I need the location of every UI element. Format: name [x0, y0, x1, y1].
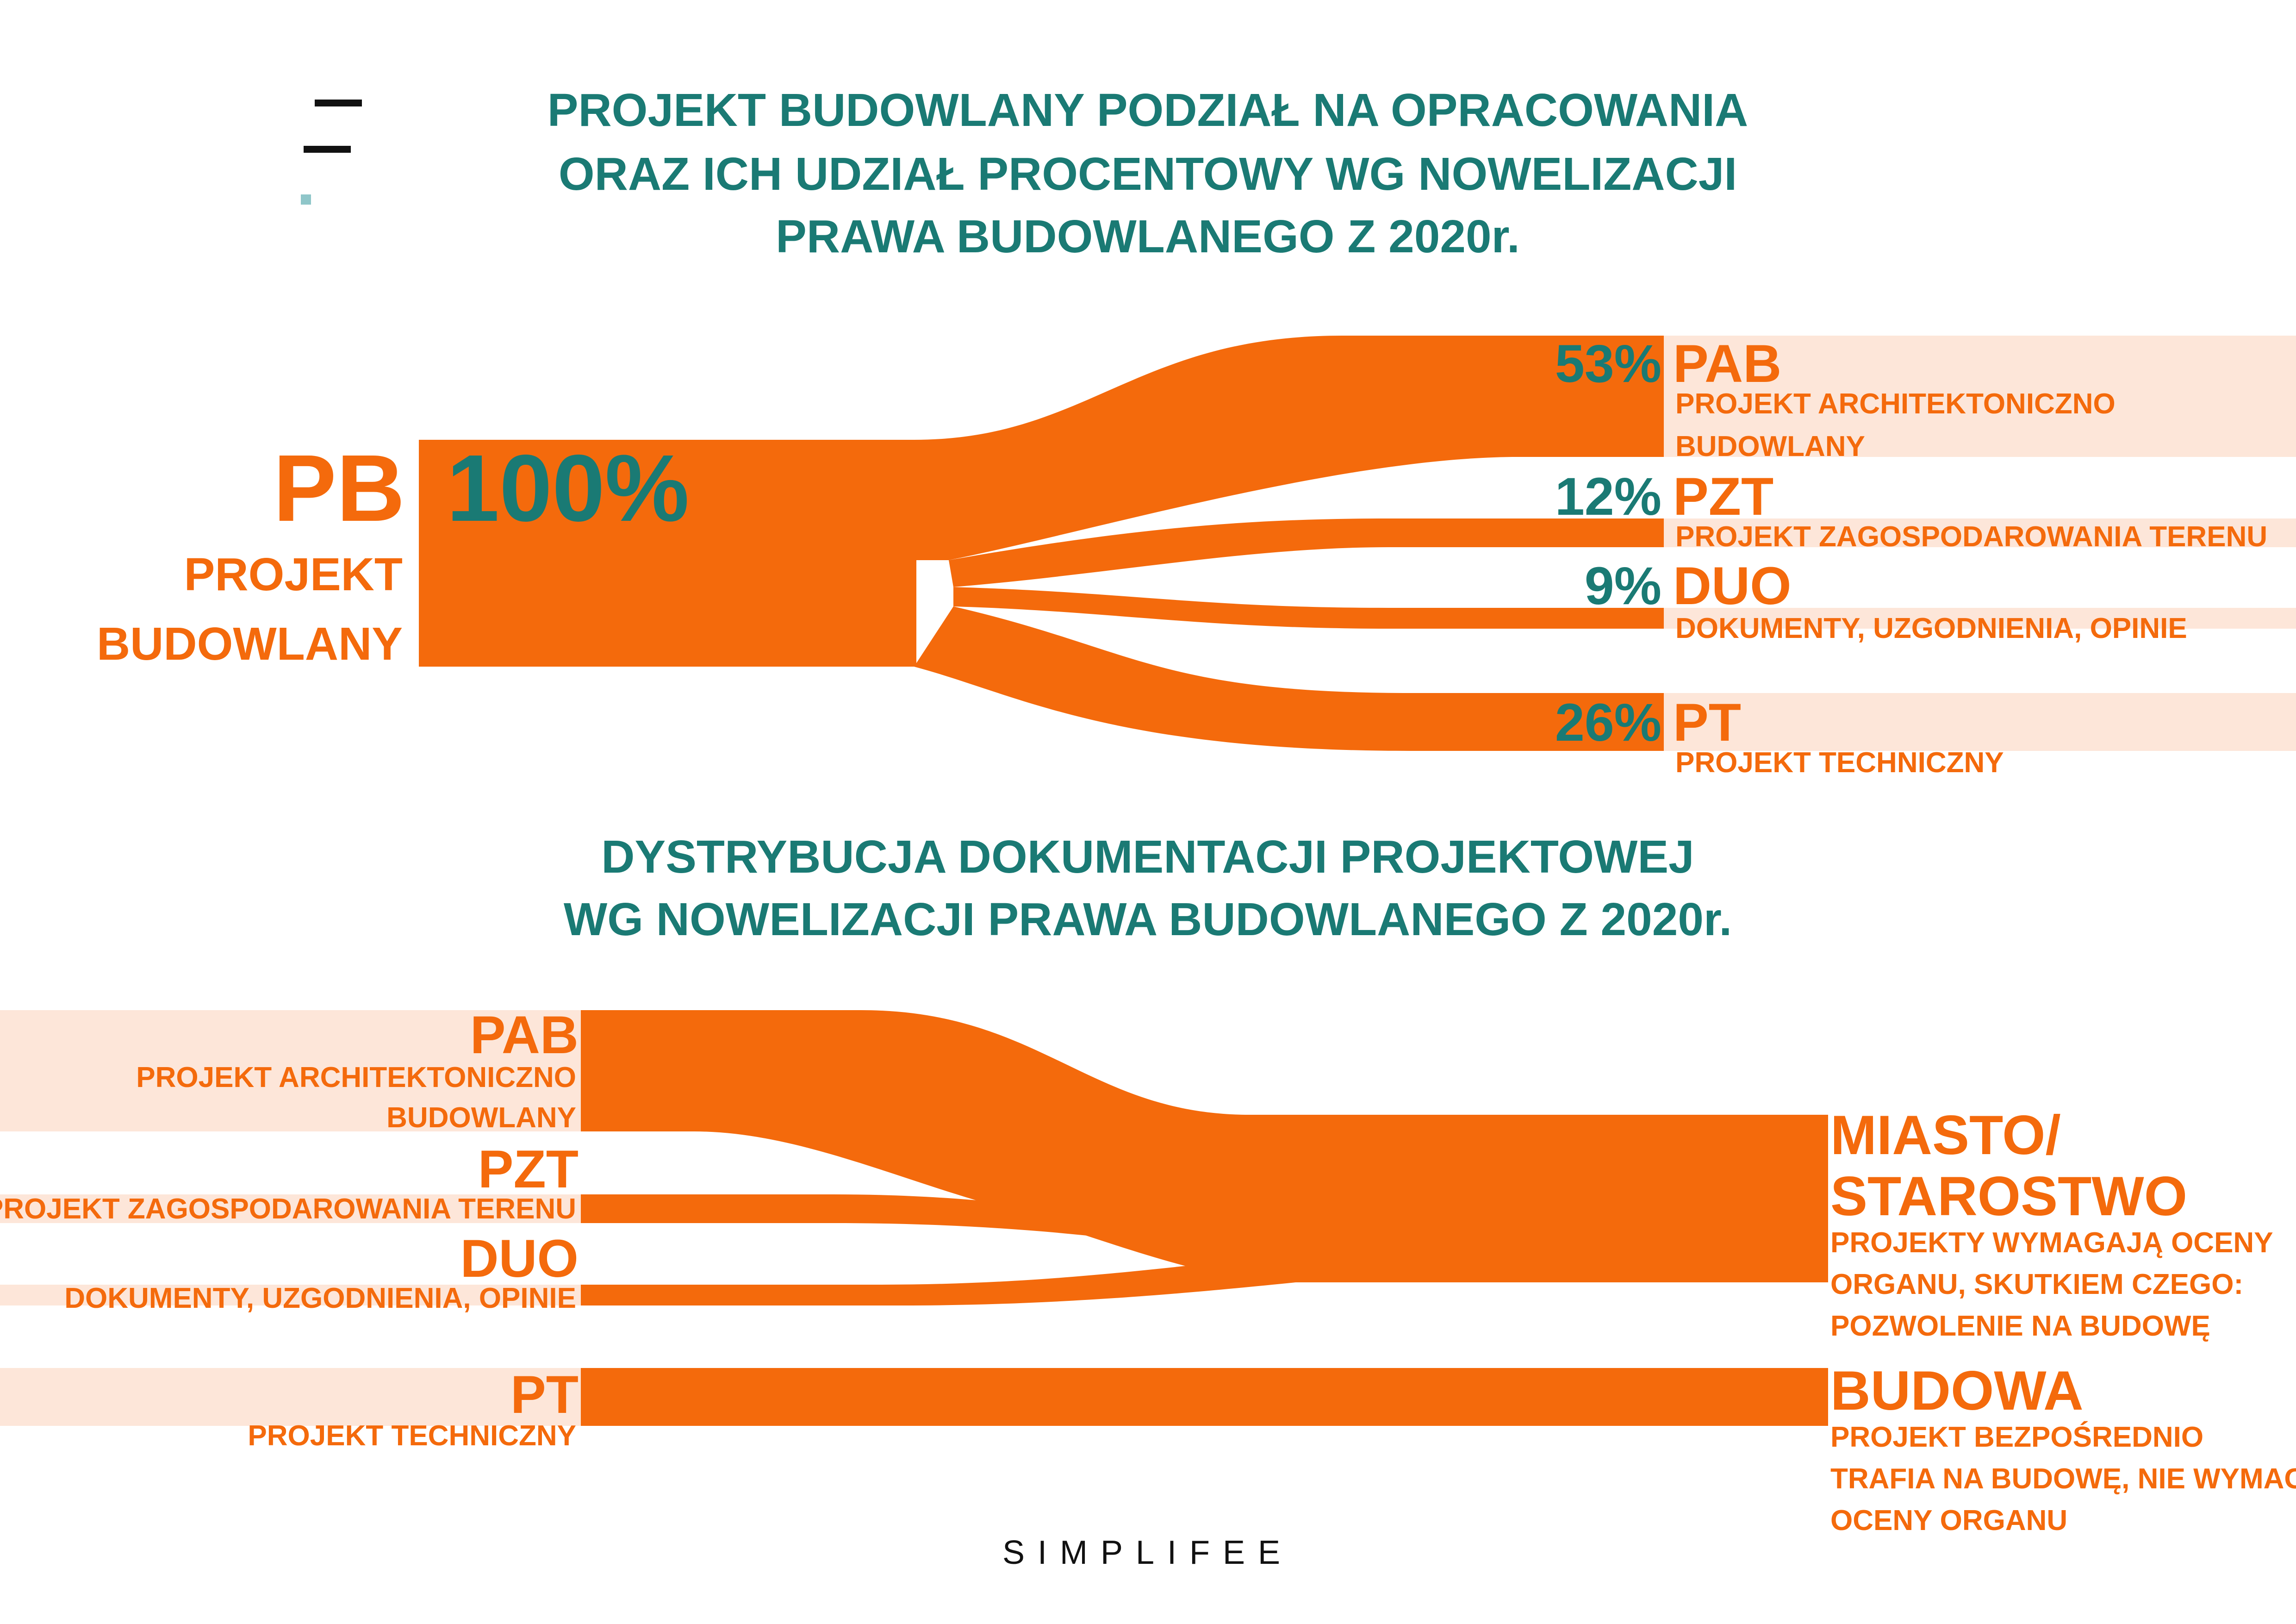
- part-pt-percent: 26%: [1555, 693, 1661, 752]
- band-duo: [1664, 608, 2296, 629]
- flow-pb-pab: [914, 336, 1664, 560]
- dest-miasto-desc-1: PROJEKTY WYMAGAJĄ OCENY: [1830, 1227, 2273, 1259]
- part-pzt: 12% PZT PROJEKT ZAGOSPODAROWANIA TERENU: [1555, 467, 2267, 553]
- band2-duo: [0, 1285, 581, 1305]
- title-2: DYSTRYBUCJA DOKUMENTACJI PROJEKTOWEJ WG …: [564, 831, 1732, 945]
- src2-pab-code: PAB: [470, 1006, 579, 1065]
- flow2-pab-miasto: [581, 1010, 1828, 1282]
- flow-pb-pt: [914, 606, 1664, 751]
- src2-pzt-code: PZT: [478, 1140, 579, 1199]
- src2-pab-desc-1: PROJEKT ARCHITEKTONICZNO: [136, 1062, 576, 1093]
- title-1: PROJEKT BUDOWLANY PODZIAŁ NA OPRACOWANIA…: [548, 84, 1748, 262]
- part-duo-percent: 9%: [1585, 556, 1661, 616]
- dest-miasto-title-2: STAROSTWO: [1830, 1165, 2187, 1227]
- brand-wordmark: SIMPLIFEE: [1002, 1534, 1293, 1571]
- src2-pt-desc-1: PROJEKT TECHNICZNY: [248, 1420, 576, 1452]
- src2-pt-code: PT: [510, 1365, 579, 1424]
- part-duo: 9% DUO DOKUMENTY, UZGODNIENIA, OPINIE: [1585, 556, 2187, 644]
- band-pzt: [1664, 518, 2296, 547]
- flow2-pt-budowa: [581, 1368, 1828, 1426]
- part-pab-code: PAB: [1673, 334, 1781, 394]
- dest-miasto-desc-2: ORGANU, SKUTKIEM CZEGO:: [1830, 1268, 2243, 1300]
- source-code: PB: [273, 435, 405, 541]
- dest-budowa-desc-1: PROJEKT BEZPOŚREDNIO: [1830, 1421, 2203, 1453]
- band-pab: [1664, 336, 2296, 457]
- part-duo-code: DUO: [1673, 556, 1792, 616]
- source-name-line-1: PROJEKT: [184, 549, 403, 600]
- src2-pab: PAB PROJEKT ARCHITEKTONICZNO BUDOWLANY: [136, 1006, 579, 1134]
- part-pab: 53% PAB PROJEKT ARCHITEKTONICZNO BUDOWLA…: [1555, 334, 2116, 462]
- band-pt: [1664, 693, 2296, 751]
- title-2-line-2: WG NOWELIZACJI PRAWA BUDOWLANEGO Z 2020r…: [564, 893, 1732, 945]
- dest-budowa-desc-3: OCENY ORGANU: [1830, 1505, 2067, 1537]
- part-pab-desc-1: PROJEKT ARCHITEKTONICZNO: [1675, 388, 2116, 420]
- src2-duo: DUO DOKUMENTY, UZGODNIENIA, OPINIE: [64, 1229, 579, 1314]
- dest-budowa-desc-2: TRAFIA NA BUDOWĘ, NIE WYMAGA: [1830, 1463, 2296, 1495]
- src2-duo-desc-1: DOKUMENTY, UZGODNIENIA, OPINIE: [64, 1282, 576, 1314]
- part-pzt-code: PZT: [1673, 467, 1773, 526]
- flow2-pzt-miasto: [581, 1194, 1296, 1266]
- band2-pzt: [0, 1194, 581, 1223]
- dest-budowa-title-1: BUDOWA: [1830, 1360, 2084, 1422]
- src2-pzt-desc-1: PROJEKT ZAGOSPODAROWANIA TERENU: [0, 1193, 576, 1225]
- part-pzt-desc-1: PROJEKT ZAGOSPODAROWANIA TERENU: [1675, 521, 2267, 553]
- src2-pzt: PZT PROJEKT ZAGOSPODAROWANIA TERENU: [0, 1140, 579, 1225]
- flow-pb-pzt: [949, 518, 1664, 587]
- source-name-line-2: BUDOWLANY: [97, 618, 403, 670]
- part-pab-percent: 53%: [1555, 334, 1661, 394]
- dest-miasto-desc-3: POZWOLENIE NA BUDOWĘ: [1830, 1310, 2210, 1342]
- part-pt: 26% PT PROJEKT TECHNICZNY: [1555, 693, 2004, 779]
- part-pzt-percent: 12%: [1555, 467, 1661, 526]
- src2-pt: PT PROJEKT TECHNICZNY: [248, 1365, 579, 1452]
- source-percent: 100%: [447, 435, 689, 541]
- part-pt-desc-1: PROJEKT TECHNICZNY: [1675, 747, 2004, 779]
- band2-pt: [0, 1368, 581, 1426]
- flow-pb-duo: [953, 587, 1664, 629]
- band2-pab: [0, 1010, 581, 1131]
- src2-pab-desc-2: BUDOWLANY: [386, 1102, 576, 1134]
- title-1-line-2: ORAZ ICH UDZIAŁ PROCENTOWY WG NOWELIZACJ…: [559, 148, 1737, 200]
- title-1-line-3: PRAWA BUDOWLANEGO Z 2020r.: [776, 211, 1520, 262]
- pb-source-bar: [419, 440, 916, 667]
- dest-miasto-title-1: MIASTO/: [1830, 1104, 2061, 1166]
- dest-budowa: BUDOWA PROJEKT BEZPOŚREDNIO TRAFIA NA BU…: [1830, 1360, 2296, 1537]
- src2-duo-code: DUO: [460, 1229, 579, 1288]
- part-pt-code: PT: [1673, 693, 1741, 752]
- title-1-line-1: PROJEKT BUDOWLANY PODZIAŁ NA OPRACOWANIA: [548, 84, 1748, 136]
- title-2-line-1: DYSTRYBUCJA DOKUMENTACJI PROJEKTOWEJ: [601, 831, 1694, 883]
- part-pab-desc-2: BUDOWLANY: [1675, 431, 1865, 462]
- dest-miasto: MIASTO/ STAROSTWO PROJEKTY WYMAGAJĄ OCEN…: [1830, 1104, 2273, 1342]
- flow2-duo-miasto: [581, 1255, 1296, 1305]
- part-duo-desc-1: DOKUMENTY, UZGODNIENIA, OPINIE: [1675, 612, 2187, 644]
- brand-logo-icon: [301, 100, 362, 205]
